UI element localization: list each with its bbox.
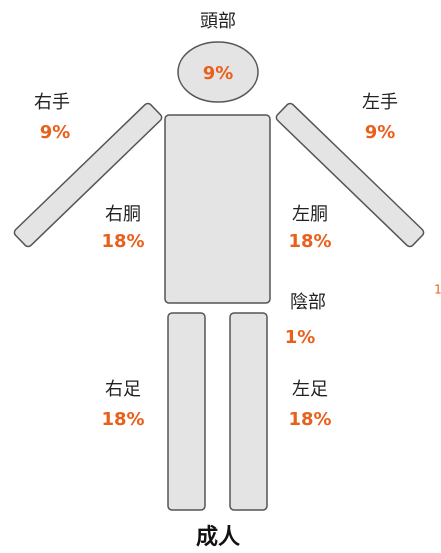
part-label: 左手 bbox=[362, 92, 398, 113]
page: {"nodes": [ {"label": "頭部", "value": "9%… bbox=[0, 0, 441, 553]
part-label: 陰部 bbox=[290, 292, 326, 313]
right-arm bbox=[13, 102, 164, 248]
torso bbox=[165, 115, 270, 303]
part-percent: 18% bbox=[288, 409, 331, 430]
part-percent: 1% bbox=[285, 327, 316, 348]
right-leg bbox=[168, 313, 205, 510]
part-percent: 9% bbox=[365, 122, 396, 143]
part-percent: 18% bbox=[101, 409, 144, 430]
part-label: 左足 bbox=[292, 379, 328, 400]
edge-fragment: 1 bbox=[434, 283, 441, 297]
part-label: 左胴 bbox=[292, 204, 328, 225]
part-percent: 18% bbox=[101, 231, 144, 252]
diagram: 成人 1 頭部 9% 右手 9% 左手 9% 右胴 18% 左胴 18% 陰部 1% 右足 18% 左足 18… bbox=[0, 0, 441, 553]
part-label: 頭部 bbox=[200, 11, 236, 32]
left-leg bbox=[230, 313, 267, 510]
part-percent: 9% bbox=[40, 122, 71, 143]
left-arm bbox=[275, 102, 426, 248]
part-label: 右手 bbox=[34, 92, 70, 113]
part-label: 右足 bbox=[105, 379, 141, 400]
part-percent: 9% bbox=[203, 63, 234, 84]
part-percent: 18% bbox=[288, 231, 331, 252]
part-label: 右胴 bbox=[105, 204, 141, 225]
caption: 成人 bbox=[196, 525, 240, 550]
